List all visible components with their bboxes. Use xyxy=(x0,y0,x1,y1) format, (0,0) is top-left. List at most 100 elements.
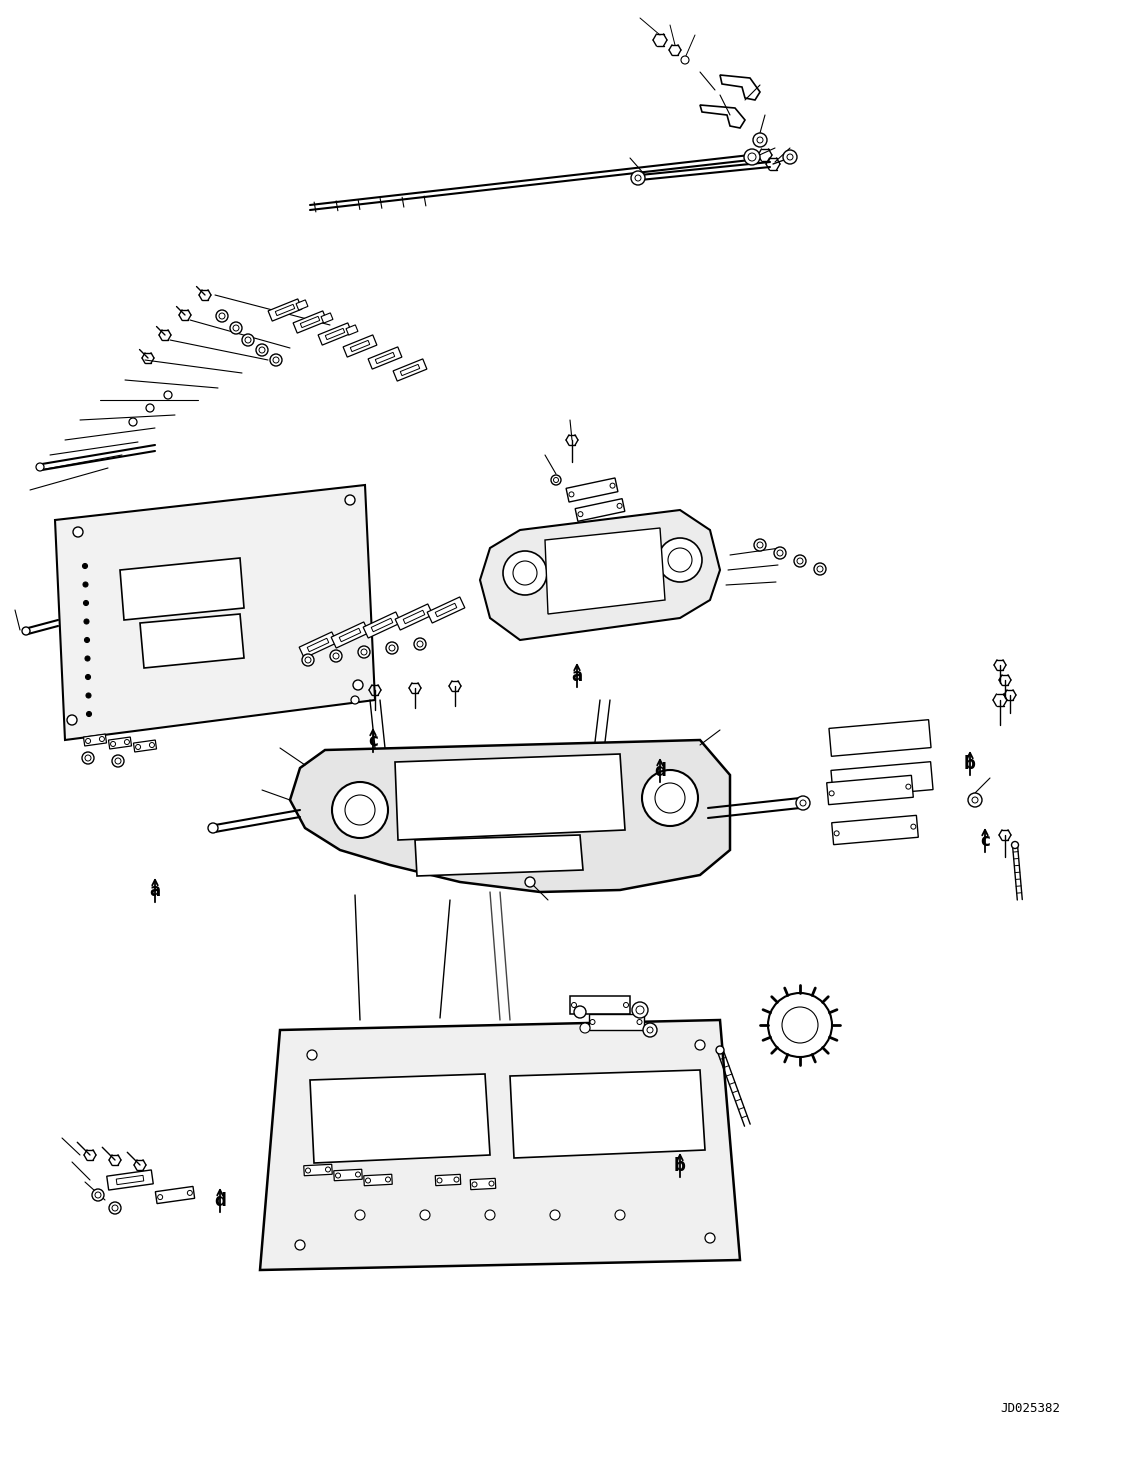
Circle shape xyxy=(351,696,359,704)
Polygon shape xyxy=(545,527,665,613)
Circle shape xyxy=(681,55,689,64)
Circle shape xyxy=(590,1020,595,1024)
Circle shape xyxy=(647,1027,653,1033)
Circle shape xyxy=(356,1209,365,1220)
Circle shape xyxy=(81,752,94,763)
Circle shape xyxy=(333,653,340,659)
Circle shape xyxy=(748,153,756,162)
Circle shape xyxy=(84,619,89,624)
Polygon shape xyxy=(346,325,358,335)
Circle shape xyxy=(420,1209,430,1220)
Circle shape xyxy=(642,769,699,826)
Circle shape xyxy=(187,1190,193,1195)
Circle shape xyxy=(578,511,583,517)
Circle shape xyxy=(504,551,547,594)
Circle shape xyxy=(85,638,89,643)
Circle shape xyxy=(624,1002,629,1007)
Circle shape xyxy=(695,1040,705,1050)
Circle shape xyxy=(353,680,362,691)
Polygon shape xyxy=(400,364,420,376)
Circle shape xyxy=(571,1002,577,1007)
Circle shape xyxy=(110,742,116,746)
Polygon shape xyxy=(364,612,400,638)
Circle shape xyxy=(67,715,77,726)
Circle shape xyxy=(242,334,253,345)
Circle shape xyxy=(473,1182,477,1187)
Circle shape xyxy=(270,354,282,366)
Circle shape xyxy=(414,638,426,650)
Circle shape xyxy=(36,463,44,471)
Circle shape xyxy=(794,555,806,567)
Circle shape xyxy=(326,1167,330,1171)
Text: c: c xyxy=(980,832,990,849)
Circle shape xyxy=(485,1209,496,1220)
Circle shape xyxy=(615,1209,625,1220)
Circle shape xyxy=(216,310,228,322)
Polygon shape xyxy=(372,618,392,632)
Circle shape xyxy=(22,627,30,635)
Circle shape xyxy=(307,1050,317,1061)
Circle shape xyxy=(551,475,561,485)
Polygon shape xyxy=(575,498,625,522)
Text: a: a xyxy=(571,667,583,685)
Circle shape xyxy=(655,782,685,813)
Circle shape xyxy=(128,418,136,425)
Circle shape xyxy=(834,830,840,836)
Polygon shape xyxy=(109,737,132,749)
Circle shape xyxy=(86,711,92,717)
Polygon shape xyxy=(396,605,432,629)
Circle shape xyxy=(829,791,834,796)
Circle shape xyxy=(610,484,615,488)
Circle shape xyxy=(757,137,763,143)
Circle shape xyxy=(637,1020,642,1024)
Circle shape xyxy=(768,994,832,1056)
Circle shape xyxy=(631,170,645,185)
Polygon shape xyxy=(268,299,302,321)
Polygon shape xyxy=(395,755,625,841)
Circle shape xyxy=(83,581,88,587)
Circle shape xyxy=(774,546,786,559)
Circle shape xyxy=(164,390,172,399)
Circle shape xyxy=(574,1005,586,1018)
Circle shape xyxy=(580,1023,590,1033)
Circle shape xyxy=(219,313,225,319)
Circle shape xyxy=(115,758,120,763)
Circle shape xyxy=(366,1179,370,1183)
Circle shape xyxy=(233,325,239,331)
Polygon shape xyxy=(294,310,327,334)
Circle shape xyxy=(787,154,793,160)
Circle shape xyxy=(331,782,388,838)
Polygon shape xyxy=(340,628,361,641)
Polygon shape xyxy=(107,1170,154,1190)
Circle shape xyxy=(305,1169,311,1173)
Circle shape xyxy=(86,694,91,698)
Polygon shape xyxy=(832,816,919,845)
Circle shape xyxy=(273,357,279,363)
Polygon shape xyxy=(479,510,720,640)
Circle shape xyxy=(489,1182,494,1186)
Circle shape xyxy=(305,657,311,663)
Polygon shape xyxy=(830,762,933,798)
Polygon shape xyxy=(588,1014,643,1030)
Polygon shape xyxy=(343,335,377,357)
Circle shape xyxy=(744,149,760,165)
Circle shape xyxy=(454,1177,459,1182)
Circle shape xyxy=(668,548,692,573)
Polygon shape xyxy=(331,622,369,648)
Polygon shape xyxy=(427,597,465,624)
Circle shape xyxy=(705,1233,715,1243)
Polygon shape xyxy=(304,1164,333,1176)
Polygon shape xyxy=(368,347,401,369)
Circle shape xyxy=(754,539,766,551)
Circle shape xyxy=(86,675,91,679)
Circle shape xyxy=(911,825,915,829)
Text: d: d xyxy=(214,1192,226,1209)
Polygon shape xyxy=(393,358,427,382)
Polygon shape xyxy=(700,105,746,128)
Polygon shape xyxy=(829,720,931,756)
Circle shape xyxy=(86,739,91,743)
Circle shape xyxy=(716,1046,724,1053)
Polygon shape xyxy=(415,835,583,876)
Circle shape xyxy=(513,561,537,586)
Circle shape xyxy=(259,347,265,353)
